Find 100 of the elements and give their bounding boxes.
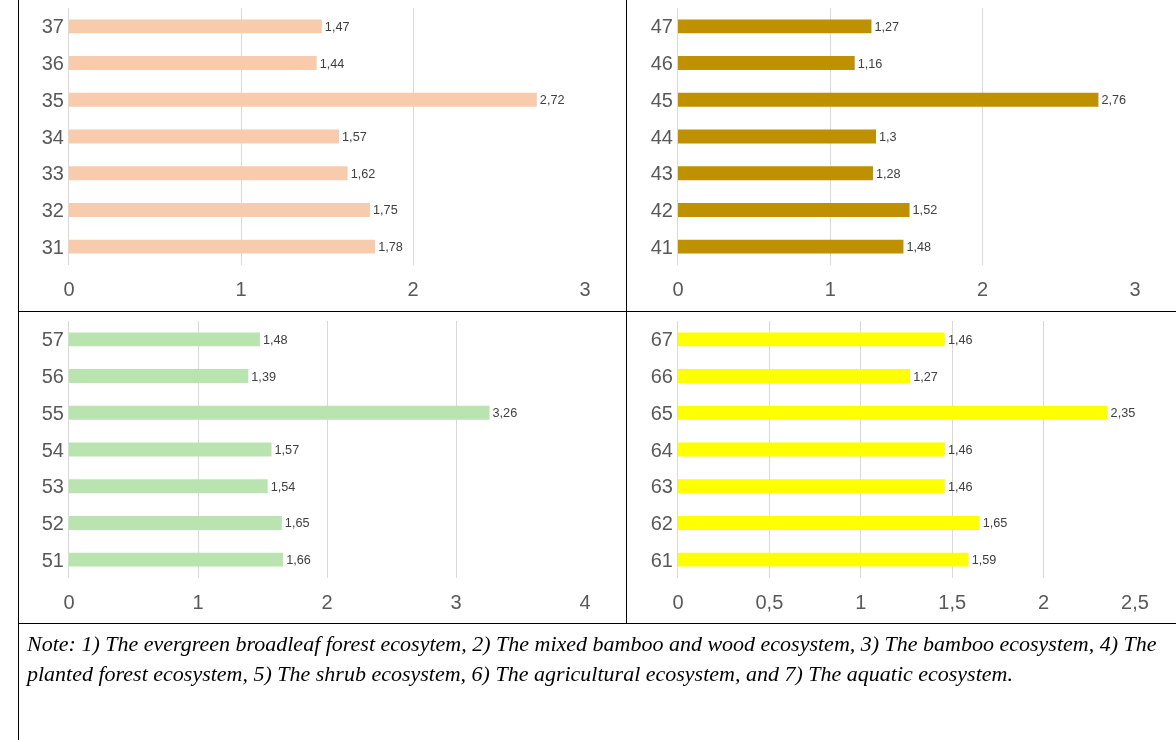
y-tick-label: 52 [41,511,64,534]
data-label: 2,35 [1110,406,1136,421]
data-label: 1,65 [284,516,310,531]
y-tick-label: 56 [41,365,64,388]
bar [69,129,340,144]
data-label: 1,3 [879,129,897,144]
y-tick-label: 42 [650,198,673,221]
x-tick-label: 1 [855,591,867,613]
x-tick-label: 4 [579,591,591,613]
y-tick-label: 34 [41,125,64,148]
x-tick-label: 1 [824,278,836,300]
x-tick-label: 2 [977,278,989,300]
bar [678,332,945,347]
y-tick-label: 35 [41,88,64,111]
bar [69,239,376,254]
bar [69,515,282,530]
data-label: 1,57 [274,442,300,457]
bar [678,129,877,144]
x-tick-label: 0 [672,278,684,300]
x-tick-label: 2 [321,591,333,613]
bar [69,442,272,457]
bar [678,479,945,494]
bar [69,56,317,71]
data-label: 1,59 [971,553,997,568]
bar [69,19,322,34]
bar [678,166,873,181]
y-tick-label: 45 [650,88,673,111]
bar [678,19,872,34]
bar [69,166,348,181]
data-label: 1,46 [947,332,973,347]
bar [678,56,855,71]
y-tick-label: 53 [41,475,64,498]
data-label: 1,54 [270,479,296,494]
x-tick-label: 1 [192,591,204,613]
bar [678,239,904,254]
data-label: 1,62 [350,166,376,181]
y-tick-label: 31 [41,235,64,258]
x-tick-label: 3 [1129,278,1141,300]
data-label: 3,26 [492,406,518,421]
y-tick-label: 67 [650,328,673,351]
data-label: 1,52 [912,203,938,218]
data-label: 1,39 [251,369,276,384]
y-tick-label: 43 [650,162,673,185]
y-tick-label: 46 [650,52,673,75]
y-tick-label: 47 [650,15,673,38]
data-label: 2,72 [539,93,565,108]
data-label: 1,48 [262,332,288,347]
x-tick-label: 2 [1038,591,1050,613]
data-label: 1,66 [286,553,311,568]
bar [69,479,268,494]
bar [678,405,1108,420]
x-tick-label: 2,5 [1121,591,1149,613]
data-label: 1,47 [324,19,350,34]
data-label: 1,46 [947,479,973,494]
y-tick-label: 66 [650,365,673,388]
y-tick-label: 44 [650,125,673,148]
bar [69,369,249,384]
text: Note: 1) The evergreen broadleaf forest ecosytem, 2) The mixed bamboo and wood ecosystem, 3) The bamboo ecosystem, 4) The planted forest ecosystem, 5) The shrub ecosystem, 6) The agricultural ecosystem, and 7) The aquatic ecosystem. [27,630,1158,688]
bar [678,369,911,384]
bar [678,92,1099,107]
x-tick-label: 0,5 [755,591,784,613]
data-label: 1,65 [982,516,1008,531]
y-tick-label: 65 [650,401,673,424]
x-tick-label: 1 [235,278,247,300]
x-tick-label: 2 [407,278,419,300]
x-tick-label: 0 [672,591,684,613]
data-label: 1,46 [947,442,973,457]
y-tick-label: 62 [650,511,673,534]
data-label: 1,16 [857,56,883,71]
data-label: 1,48 [906,240,932,255]
y-tick-label: 64 [650,438,673,461]
data-label: 1,75 [373,203,398,218]
y-tick-label: 57 [41,328,64,351]
bar [69,202,370,217]
data-label: 1,78 [378,240,403,255]
x-tick-label: 0 [63,591,75,613]
bar [678,552,969,567]
bar [69,405,490,420]
y-tick-label: 61 [650,548,673,571]
data-label: 1,44 [319,56,345,71]
x-tick-label: 0 [63,278,75,300]
y-tick-label: 51 [41,548,64,571]
bar [69,92,537,107]
bar [69,332,260,347]
x-tick-label: 3 [579,278,591,300]
data-label: 1,27 [874,19,900,34]
y-tick-label: 33 [41,162,64,185]
x-tick-label: 1,5 [938,591,967,613]
y-tick-label: 37 [41,15,64,38]
data-label: 2,76 [1101,93,1127,108]
bar [678,202,910,217]
x-tick-label: 3 [450,591,462,613]
y-tick-label: 41 [650,235,673,258]
y-tick-label: 63 [650,475,673,498]
y-tick-label: 55 [41,401,64,424]
bar [678,515,980,530]
y-tick-label: 36 [41,52,64,75]
bar [69,552,284,567]
data-label: 1,27 [913,369,938,384]
data-label: 1,57 [342,129,367,144]
